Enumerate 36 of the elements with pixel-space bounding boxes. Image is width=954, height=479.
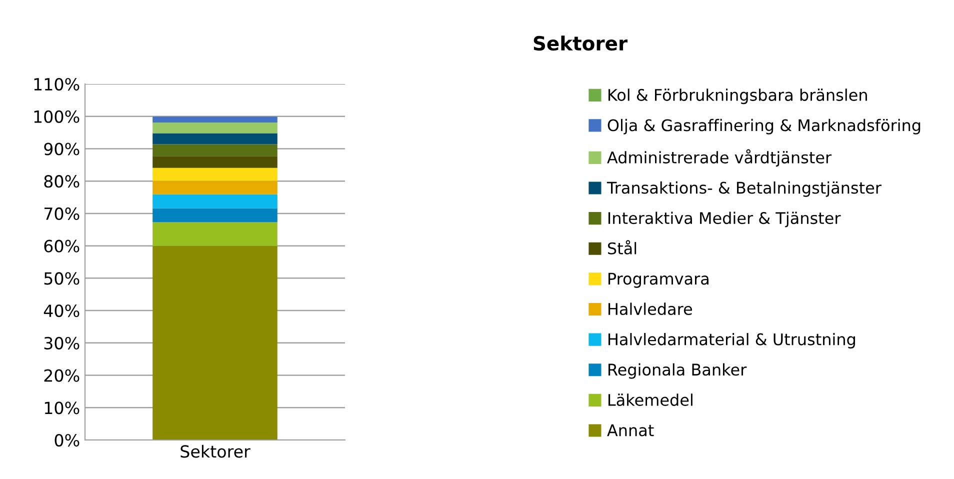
bar: [152, 156, 278, 168]
y-tick-label: 90%: [44, 142, 80, 156]
legend-label: Stål: [608, 240, 636, 254]
y-tick-label: 80%: [44, 175, 80, 188]
bar: [152, 116, 278, 123]
bar: [152, 222, 278, 246]
y-tick-label: 20%: [44, 369, 80, 382]
y-tick-label: 50%: [44, 272, 80, 285]
bar: [152, 180, 278, 194]
bar: [152, 246, 278, 440]
legend-label: Läkemedel: [608, 394, 692, 406]
legend-label: Programvara: [608, 272, 708, 288]
bar: [152, 144, 278, 156]
bar: [152, 208, 278, 222]
y-tick-label: 30%: [44, 336, 80, 350]
y-tick-label: 110%: [34, 78, 80, 91]
y-tick-label: 100%: [34, 110, 80, 123]
y-tick-label: 10%: [44, 402, 80, 414]
text: Sektorer: [534, 36, 628, 51]
y-tick-label: 0%: [54, 434, 80, 447]
legend-label: Kol & Förbrukningsbara bränslen: [608, 88, 867, 104]
legend-label: Halvledarmaterial & Utrustning: [608, 332, 855, 348]
legend-label: Transaktions- & Betalningstjänster: [606, 181, 882, 197]
bar: [152, 168, 278, 181]
legend-label: Regionala Banker: [608, 363, 747, 379]
y-tick-label: 60%: [44, 240, 80, 252]
legend-label: Olja & Gasraffinering & Marknadsföring: [608, 118, 920, 134]
legend-label: Administrerade vårdtjänster: [607, 149, 832, 167]
bar: [152, 122, 278, 134]
y-tick-label: 70%: [44, 207, 80, 220]
bar: [152, 133, 278, 144]
legend-label: Halvledare: [608, 302, 692, 316]
y-tick-label: 40%: [44, 304, 80, 318]
legend-label: Interaktiva Medier & Tjänster: [608, 212, 841, 228]
bar: [152, 194, 278, 208]
legend-label: Annat: [607, 424, 654, 436]
